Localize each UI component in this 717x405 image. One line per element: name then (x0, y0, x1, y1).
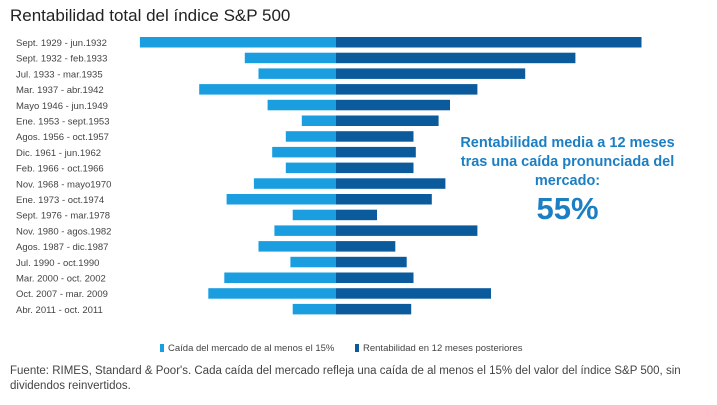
diverging-bar-chart: Sept. 1929 - jun.1932 Sept. 1932 - feb.19… (16, 37, 642, 316)
category-label: Agos. 1987 - dic.1987 (16, 242, 108, 253)
decline-bar (258, 241, 336, 252)
decline-bar (226, 194, 336, 205)
category-label: Mar. 2000 - oct. 2002 (16, 274, 106, 285)
legend-label-return: Rentabilidad en 12 meses posteriores (363, 343, 523, 354)
decline-bar (139, 37, 336, 48)
return-bar (336, 68, 526, 79)
decline-bar (290, 256, 336, 268)
legend-label-decline: Caída del mercado de al menos el 15% (168, 343, 335, 354)
category-label: Mayo 1946 - jun.1949 (16, 101, 108, 112)
return-bar (336, 84, 478, 95)
legend-swatch-decline (160, 344, 164, 352)
return-bar (336, 178, 446, 189)
decline-bar (272, 146, 336, 158)
category-label: Jul. 1990 - oct.1990 (16, 258, 99, 269)
return-bar (336, 115, 439, 126)
category-label: Mar. 1937 - abr.1942 (16, 85, 104, 96)
category-label: Agos. 1956 - oct.1957 (16, 132, 109, 143)
decline-bar (301, 115, 336, 126)
category-label: Jul. 1933 - mar.1935 (16, 69, 103, 80)
category-label: Abr. 2011 - oct. 2011 (16, 305, 103, 316)
return-bar (336, 131, 414, 142)
chart-title: Rentabilidad total del índice S&P 500 (10, 6, 291, 25)
decline-bar (224, 272, 336, 283)
decline-bar (292, 209, 336, 221)
category-label: Sept. 1929 - jun.1932 (16, 38, 107, 49)
category-label: Ene. 1953 - sept.1953 (16, 117, 110, 128)
average-return-callout: Rentabilidad media a 12 meses tras una c… (455, 134, 680, 226)
return-bar (336, 288, 491, 299)
return-bar (336, 99, 450, 111)
return-bar (336, 146, 416, 158)
category-label: Dic. 1961 - jun.1962 (16, 148, 101, 159)
legend-swatch-return (355, 344, 359, 352)
callout-text: Rentabilidad media a 12 meses tras una c… (460, 135, 675, 189)
return-bar (336, 162, 414, 174)
return-bar (336, 209, 377, 221)
return-bar (336, 52, 576, 64)
return-bar (336, 37, 642, 48)
category-label: Nov. 1968 - mayo1970 (16, 179, 111, 190)
legend-item-decline: Caída del mercado de al menos el 15% (160, 343, 334, 354)
category-label: Sept. 1932 - feb.1933 (16, 54, 107, 65)
decline-bar (253, 178, 336, 189)
decline-bar (267, 99, 336, 111)
return-bar (336, 272, 414, 283)
return-bar (336, 241, 396, 252)
category-label: Nov. 1980 - agos.1982 (16, 226, 111, 237)
callout-value: 55% (536, 191, 599, 226)
return-bar (336, 225, 478, 236)
legend-item-return: Rentabilidad en 12 meses posteriores (355, 343, 522, 354)
decline-bar (208, 288, 336, 299)
decline-bar (285, 131, 336, 142)
category-label: Feb. 1966 - oct.1966 (16, 164, 104, 175)
decline-bar (274, 225, 336, 236)
source-note: Fuente: RIMES, Standard & Poor's. Cada c… (10, 365, 681, 392)
return-bar (336, 256, 407, 268)
decline-bar (244, 52, 336, 64)
category-label: Oct. 2007 - mar. 2009 (16, 289, 108, 300)
decline-bar (285, 162, 336, 174)
return-bar (336, 194, 432, 205)
category-label: Ene. 1973 - oct.1974 (16, 195, 104, 206)
decline-bar (258, 68, 336, 79)
return-bar (336, 303, 412, 315)
decline-bar (292, 303, 336, 315)
decline-bar (199, 84, 336, 95)
category-label: Sept. 1976 - mar.1978 (16, 211, 110, 222)
